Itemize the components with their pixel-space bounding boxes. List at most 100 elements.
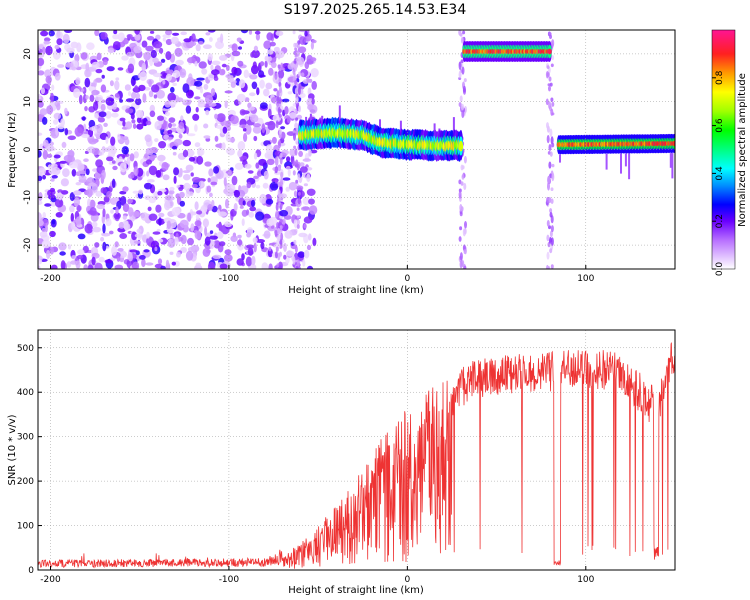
spectrogram-cell [293, 190, 298, 198]
spectrogram-cell [53, 119, 59, 125]
spectrogram-cell [255, 184, 261, 189]
spectrogram-cell [134, 30, 141, 35]
spectrogram-cell [40, 87, 46, 95]
spectrogram-cell [158, 141, 167, 149]
spectrogram-cell [129, 249, 138, 253]
spectrogram-cell [271, 61, 277, 69]
spectrogram-cell [296, 44, 300, 49]
spectrogram-cell [182, 99, 187, 104]
spectrogram-cell [230, 115, 239, 125]
spectrogram-cell [209, 192, 213, 198]
spectrogram-cell [263, 230, 271, 239]
spectrogram-cell [179, 200, 185, 207]
spectrogram-cell [298, 71, 301, 77]
spectrogram-cell [261, 123, 266, 134]
spectrogram-cell [218, 69, 226, 76]
spectrogram-cell [124, 84, 131, 91]
spectrogram-cell [196, 210, 203, 215]
spectrogram-cell [166, 220, 171, 230]
spectrogram-cell [293, 145, 297, 149]
spectrogram-x-tick-label: -200 [40, 274, 61, 284]
spectrogram-cell [194, 201, 199, 211]
spectrogram-cell [60, 260, 66, 269]
spectrogram-cell [226, 183, 236, 193]
spectrogram-cell [87, 198, 91, 208]
spectrogram-cell [211, 205, 218, 213]
spectrogram-cell [204, 107, 211, 112]
spectrogram-cell [308, 78, 313, 83]
spectrogram-cell [106, 66, 115, 72]
spectrogram-cell [218, 241, 226, 247]
spectrogram-cell [268, 67, 274, 76]
spectrogram-cell [179, 191, 185, 199]
spectrogram-cell [241, 253, 245, 261]
spectrogram-cell [548, 144, 552, 151]
spectrogram-cell [187, 212, 192, 222]
spectrogram-cell [195, 262, 201, 268]
spectrogram-cell [282, 98, 290, 103]
spectrogram-cell [306, 265, 314, 269]
colorbar-gradient [712, 30, 735, 269]
spectrogram-cell [136, 109, 144, 119]
spectrogram-cell [56, 38, 63, 46]
spectrogram-cell [198, 180, 205, 187]
colorbar-tick-label: 0.8 [715, 70, 725, 85]
spectrogram-cell [548, 161, 552, 169]
spectrogram-cell [160, 58, 166, 63]
spectrogram-cell [47, 164, 53, 170]
spectrogram-cell [186, 149, 195, 157]
spectrogram-cell [91, 89, 100, 96]
spectrogram-cell [196, 155, 204, 165]
spectrogram-cell [64, 128, 69, 136]
spectrogram-cell [178, 186, 184, 192]
spectrogram-cell [175, 59, 184, 66]
spectrogram-cell [194, 124, 198, 132]
spectrogram-cell [70, 260, 78, 265]
spectrogram-cell [237, 239, 243, 246]
spectrogram-cell [242, 127, 247, 132]
spectrogram-cell [154, 138, 159, 143]
spectrogram-cell [141, 118, 148, 127]
spectrogram-cell [38, 132, 43, 136]
spectrogram-cell [248, 30, 253, 35]
spectrogram-cell [60, 178, 69, 187]
spectrogram-cell [277, 64, 281, 69]
spectrogram-cell [38, 192, 43, 201]
spectrogram-cell [141, 62, 147, 72]
spectrogram-cell [103, 196, 110, 203]
spectrogram-y-tick-label: -20 [23, 237, 33, 252]
spectrogram-cell [168, 190, 175, 195]
spectrogram-cell [61, 141, 67, 148]
spectrogram-cell [145, 262, 154, 266]
spectrogram-cell [51, 175, 58, 179]
spectrogram-cell [620, 153, 622, 174]
spectrogram-cell [131, 119, 136, 124]
spectrogram-cell [251, 81, 258, 90]
spectrogram-cell [153, 94, 158, 99]
spectrogram-cell [306, 188, 316, 196]
colorbar-tick-label: 0.6 [715, 118, 725, 133]
spectrogram-cell [70, 212, 75, 223]
spectrogram-cell [100, 32, 108, 40]
spectrogram-cell [194, 220, 202, 227]
spectrogram-cell [186, 76, 195, 87]
spectrogram-cell [546, 196, 550, 203]
spectrogram-cell [106, 156, 114, 162]
spectrogram-cell [112, 34, 120, 40]
spectrogram-cell [66, 47, 75, 54]
spectrogram-cell [69, 161, 78, 169]
spectrogram-cell [125, 108, 134, 114]
spectrogram-cell [276, 222, 280, 229]
spectrogram-cell [258, 74, 266, 78]
spectrogram-cell [104, 259, 113, 264]
spectrogram-cell [298, 266, 301, 269]
spectrogram-cell [38, 57, 45, 67]
spectrogram-cell [70, 41, 79, 49]
spectrogram-cell [71, 255, 77, 260]
snr-frame [37, 329, 676, 571]
spectrogram-cell [546, 65, 550, 69]
spectrogram-cell [94, 113, 99, 119]
spectrogram-cell [96, 52, 102, 61]
spectrogram-cell [157, 190, 163, 196]
spectrogram-cell [294, 54, 298, 58]
